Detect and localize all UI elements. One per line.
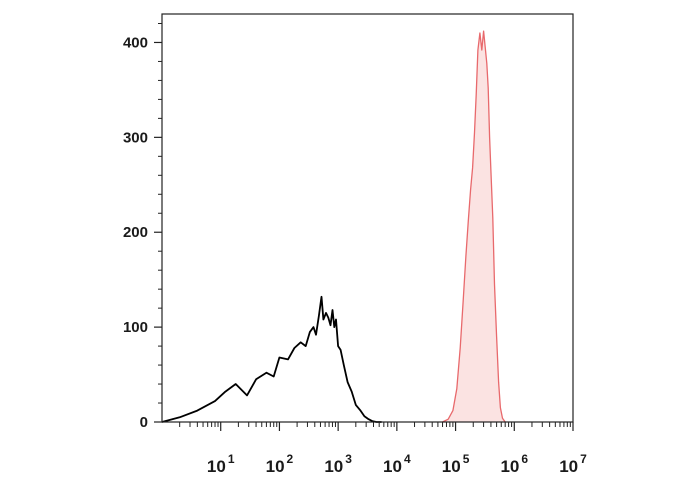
histogram-fill-2 [442, 31, 506, 422]
y-tick-label: 100 [123, 319, 148, 336]
x-tick-label: 10 6 [500, 452, 528, 476]
histogram-series-2 [442, 30, 506, 423]
x-tick-label: 10 1 [207, 452, 235, 476]
y-tick-label: 0 [140, 414, 148, 431]
x-tick-label: 10 4 [383, 452, 411, 476]
y-tick-label: 300 [123, 129, 148, 146]
x-tick-label: 10 2 [266, 452, 294, 476]
y-tick-label: 400 [123, 34, 148, 51]
histogram-series-1 [161, 295, 382, 423]
x-tick-label: 10 3 [324, 452, 352, 476]
x-tick-label: 10 7 [559, 452, 587, 476]
y-tick-label: 200 [123, 224, 148, 241]
plot-frame [161, 13, 574, 423]
x-tick-label: 10 5 [442, 452, 470, 476]
